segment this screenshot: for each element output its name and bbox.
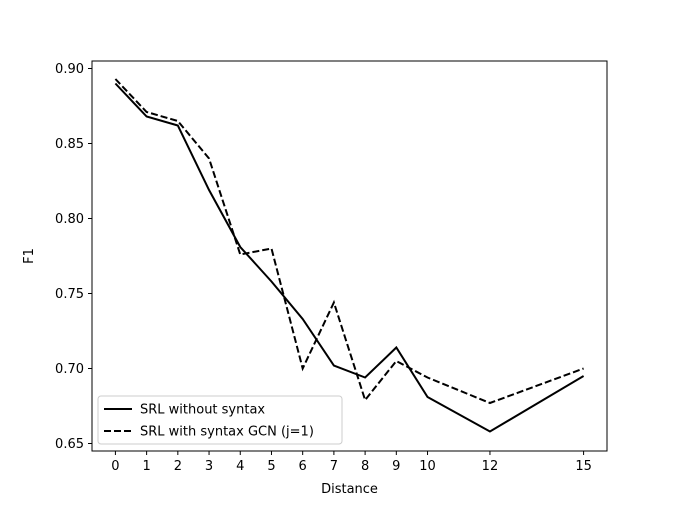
plot-frame: [91, 60, 608, 452]
y-tick-label: 0.80: [55, 212, 84, 227]
x-tick-label: 4: [236, 459, 244, 474]
legend-box: [97, 395, 343, 445]
x-tick-label: 1: [142, 459, 150, 474]
series-line-2: [114, 78, 584, 405]
legend: SRL without syntax SRL with syntax GCN (j…: [97, 395, 343, 445]
y-tick-label: 0.90: [55, 62, 84, 77]
y-tick-label: 0.70: [55, 362, 84, 377]
legend-label-1: SRL without syntax: [140, 403, 265, 418]
y-tick-label: 0.65: [55, 437, 84, 452]
series-line-1: [114, 82, 585, 433]
x-axis-ticks: 0 1 2 3 4 5 6 7 8 9 10 12 15: [111, 451, 592, 474]
x-axis-label: Distance: [321, 482, 378, 497]
x-tick-label: 2: [174, 459, 182, 474]
x-tick-label: 7: [330, 459, 338, 474]
plot-area: [91, 60, 608, 452]
y-tick-label: 0.85: [55, 137, 84, 152]
x-tick-label: 8: [361, 459, 369, 474]
y-axis-label: F1: [22, 248, 37, 264]
x-tick-label: 10: [419, 459, 436, 474]
y-tick-label: 0.75: [55, 287, 84, 302]
x-tick-label: 0: [111, 459, 119, 474]
y-axis-ticks: 0.65 0.70 0.75 0.80 0.85 0.90: [55, 62, 92, 452]
x-tick-label: 5: [267, 459, 275, 474]
x-tick-label: 15: [575, 459, 592, 474]
x-tick-label: 9: [392, 459, 400, 474]
x-tick-label: 6: [299, 459, 307, 474]
x-tick-label: 12: [482, 459, 499, 474]
x-tick-label: 3: [205, 459, 213, 474]
series-lines: [114, 78, 585, 433]
legend-label-2: SRL with syntax GCN (j=1): [140, 425, 314, 440]
